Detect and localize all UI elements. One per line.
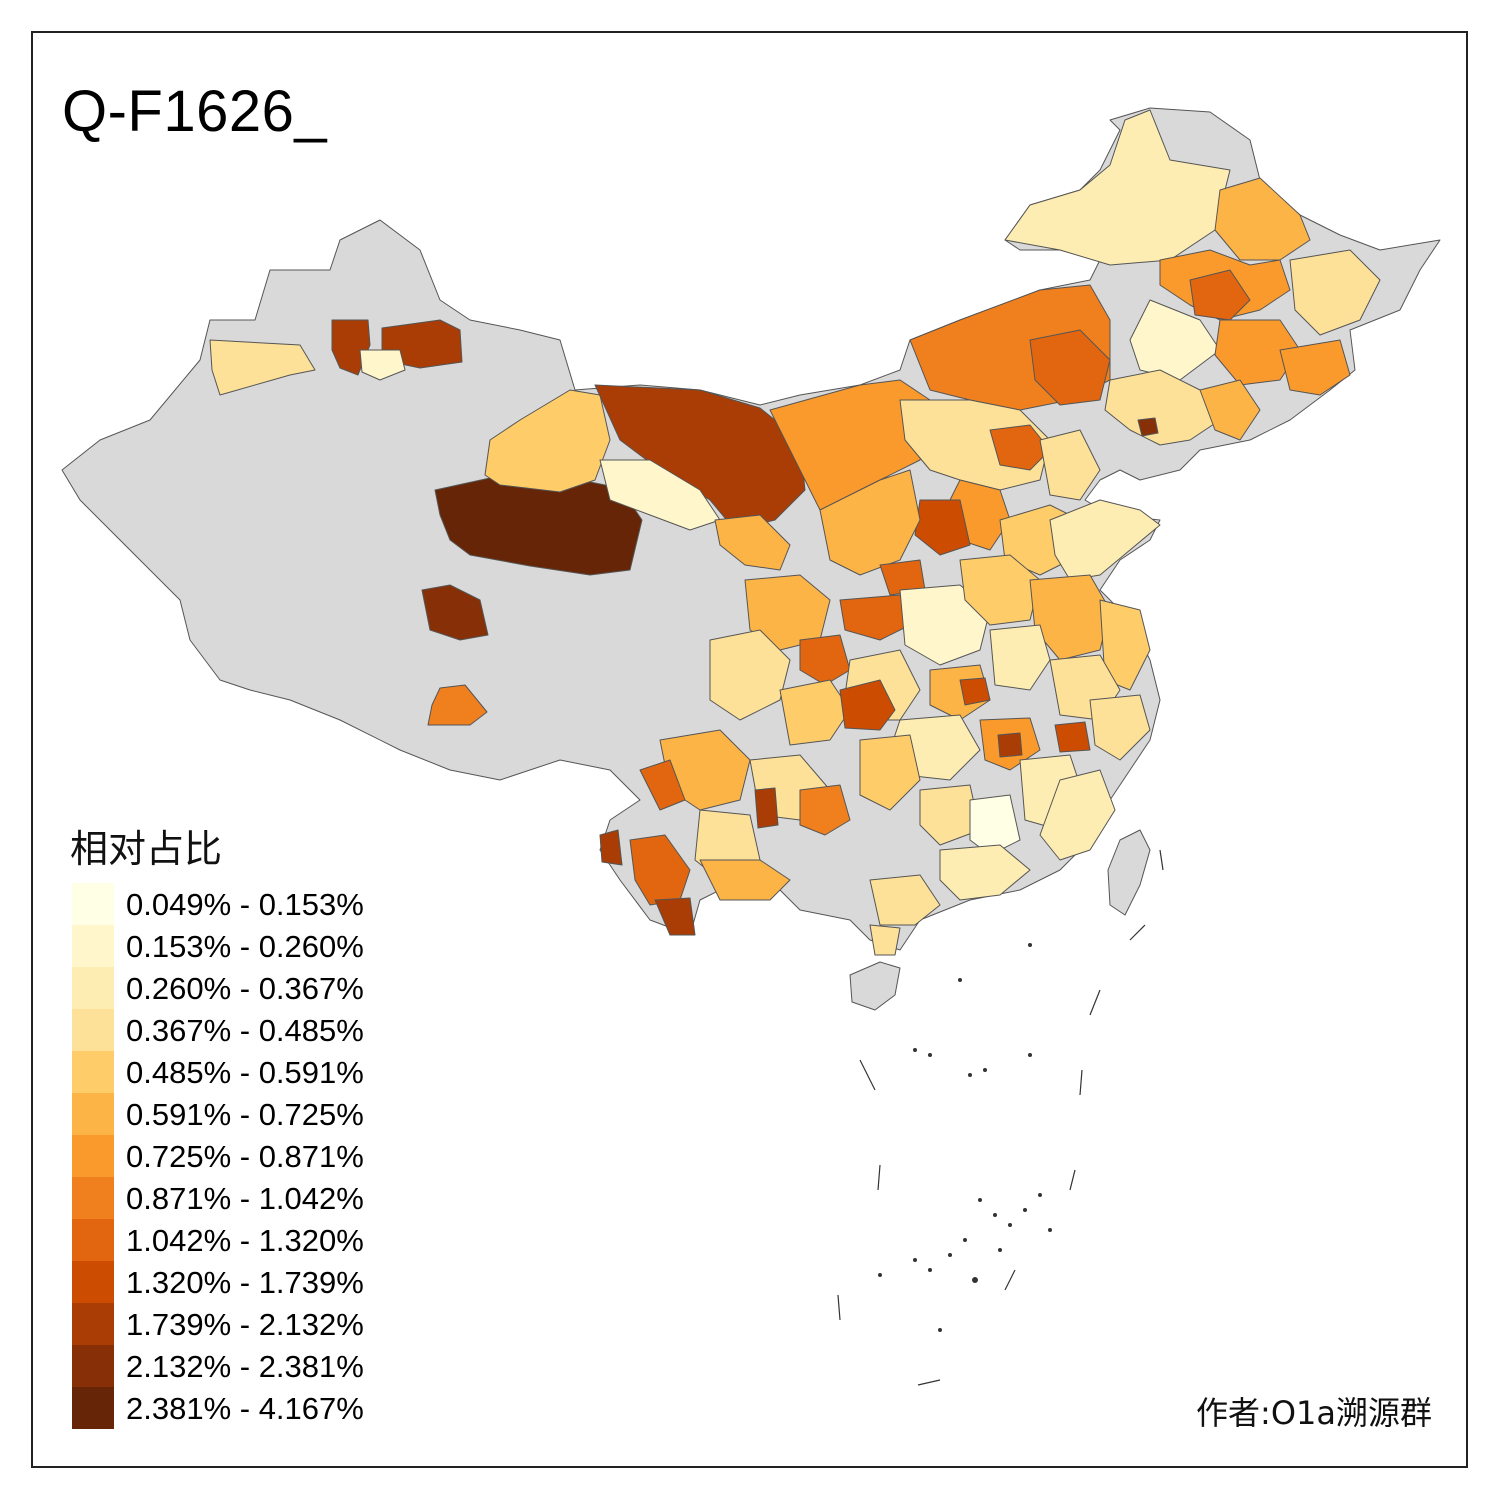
- legend: 0.049% - 0.153% 0.153% - 0.260% 0.260% - 0…: [72, 883, 412, 1429]
- region-im-ne: [1029, 329, 1111, 406]
- legend-item: 0.725% - 0.871%: [72, 1135, 412, 1177]
- region-central-9: [799, 634, 851, 686]
- legend-swatch: [72, 1135, 114, 1177]
- map-title: Q-F1626_: [62, 79, 328, 144]
- region-gx-1: [699, 859, 791, 901]
- region-shandong: [1049, 499, 1161, 581]
- legend-swatch: [72, 1345, 114, 1387]
- legend-item: 0.049% - 0.153%: [72, 883, 412, 925]
- region-central-12: [959, 677, 991, 706]
- region-hb-4: [1089, 694, 1151, 761]
- region-hn-1: [859, 734, 921, 811]
- legend-label: 2.381% - 4.167%: [126, 1391, 364, 1426]
- region-yn-4: [654, 897, 696, 936]
- legend-item: 0.260% - 0.367%: [72, 967, 412, 1009]
- region-tibet-1: [421, 584, 489, 641]
- south-sea-islands: [837, 849, 1164, 1386]
- legend-swatch: [72, 883, 114, 925]
- region-xj-west: [209, 339, 316, 396]
- legend-label: 1.042% - 1.320%: [126, 1223, 364, 1258]
- legend-item: 0.367% - 0.485%: [72, 1009, 412, 1051]
- legend-item: 0.871% - 1.042%: [72, 1177, 412, 1219]
- region-jl-3: [1279, 339, 1351, 396]
- region-ln-dark: [1137, 417, 1159, 437]
- region-central-3: [899, 584, 991, 666]
- island-dots: [878, 943, 1052, 1332]
- region-hlj-4: [1289, 249, 1381, 336]
- legend-label: 2.132% - 2.381%: [126, 1349, 364, 1384]
- region-hlj-3: [1189, 269, 1251, 321]
- region-north-6: [1039, 429, 1101, 501]
- legend-swatch: [72, 1387, 114, 1429]
- region-yn-3: [599, 829, 623, 866]
- region-north-2: [989, 424, 1051, 471]
- legend-label: 0.367% - 0.485%: [126, 1013, 364, 1048]
- map-frame: [31, 31, 1468, 1468]
- region-qinghai-strip: [599, 459, 721, 531]
- legend-label: 1.320% - 1.739%: [126, 1265, 364, 1300]
- legend-swatch: [72, 1261, 114, 1303]
- region-jl-2: [1214, 319, 1301, 386]
- legend-label: 0.153% - 0.260%: [126, 929, 364, 964]
- region-tibet-2: [427, 684, 488, 726]
- legend-label: 0.871% - 1.042%: [126, 1181, 364, 1216]
- legend-label: 0.725% - 0.871%: [126, 1139, 364, 1174]
- legend-item: 0.591% - 0.725%: [72, 1093, 412, 1135]
- region-gd-1: [869, 874, 941, 926]
- region-gz-2: [799, 784, 851, 836]
- region-north-5: [819, 469, 921, 576]
- region-sc-1: [709, 629, 791, 721]
- author-credit: 作者:O1a溯源群: [1196, 1394, 1432, 1432]
- legend-swatch: [72, 1219, 114, 1261]
- region-sc-5: [639, 759, 686, 811]
- legend-label: 0.260% - 0.367%: [126, 971, 364, 1006]
- legend-item: 2.132% - 2.381%: [72, 1345, 412, 1387]
- region-hn-2: [919, 784, 981, 846]
- taiwan-island: [1107, 829, 1151, 916]
- region-xj-3: [359, 349, 406, 381]
- region-sc-2: [779, 679, 851, 746]
- region-jx-2: [969, 794, 1021, 856]
- legend-item: 1.320% - 1.739%: [72, 1261, 412, 1303]
- legend-swatch: [72, 1009, 114, 1051]
- legend-label: 0.485% - 0.591%: [126, 1055, 364, 1090]
- hainan-island: [849, 961, 901, 1011]
- region-ln-1: [1104, 369, 1221, 446]
- region-hb-3: [1054, 721, 1091, 753]
- region-gd-3: [869, 924, 901, 956]
- legend-swatch: [72, 1177, 114, 1219]
- legend-item: 1.739% - 2.132%: [72, 1303, 412, 1345]
- region-gz-dark: [754, 787, 779, 829]
- legend-swatch: [72, 1093, 114, 1135]
- region-hlj-1: [1214, 177, 1311, 261]
- legend-swatch: [72, 967, 114, 1009]
- legend-swatch: [72, 925, 114, 967]
- region-hb-dark: [997, 732, 1023, 758]
- region-sc-3: [839, 679, 896, 731]
- region-fj: [1039, 769, 1116, 861]
- legend-swatch: [72, 1303, 114, 1345]
- legend-item: 0.153% - 0.260%: [72, 925, 412, 967]
- region-im-north: [1004, 109, 1231, 266]
- region-ln-2: [1199, 379, 1261, 441]
- legend-item: 0.485% - 0.591%: [72, 1051, 412, 1093]
- region-central-7: [989, 624, 1051, 691]
- region-gd-2: [939, 844, 1031, 901]
- legend-item: 2.381% - 4.167%: [72, 1387, 412, 1429]
- legend-label: 1.739% - 2.132%: [126, 1307, 364, 1342]
- legend-item: 1.042% - 1.320%: [72, 1219, 412, 1261]
- region-central-4: [959, 554, 1041, 626]
- region-xj-1: [331, 319, 371, 376]
- region-gansu-mid: [714, 514, 791, 571]
- region-central-2: [839, 594, 911, 641]
- legend-label: 0.591% - 0.725%: [126, 1097, 364, 1132]
- legend-label: 0.049% - 0.153%: [126, 887, 364, 922]
- legend-title: 相对占比: [70, 827, 223, 871]
- region-im-central: [769, 379, 931, 511]
- legend-swatch: [72, 1051, 114, 1093]
